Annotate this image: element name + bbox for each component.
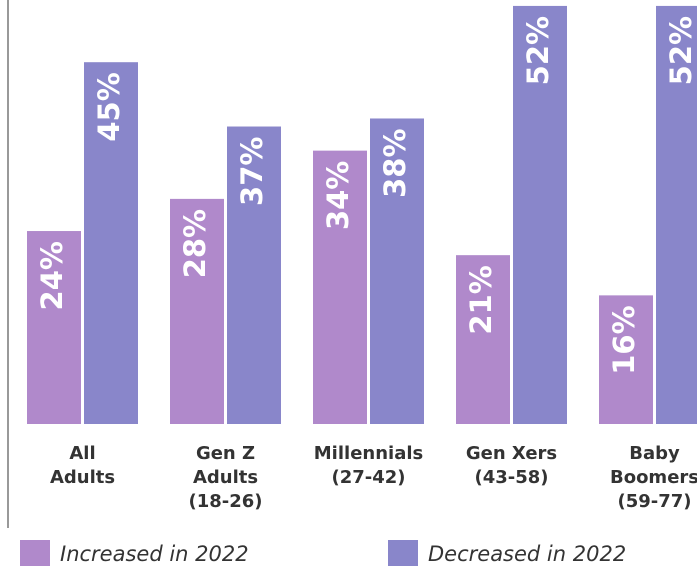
x-tick-label: (59-77) (617, 491, 691, 512)
bar (656, 5, 697, 424)
bar (84, 62, 138, 424)
bar (27, 231, 81, 424)
x-tick-label: Baby (629, 443, 680, 464)
legend-swatch (20, 540, 50, 566)
x-tick-label: (27-42) (331, 467, 405, 488)
x-tick-label: Gen Z (196, 443, 255, 464)
bar (313, 150, 367, 424)
x-tick-label: (43-58) (474, 467, 548, 488)
value-label: 37% (235, 137, 269, 206)
x-tick-label: (18-26) (188, 491, 262, 512)
value-label: 45% (92, 72, 126, 141)
value-label: 34% (321, 161, 355, 230)
value-label: 38% (378, 128, 412, 197)
x-tick-label: Boomers (610, 467, 697, 488)
value-label: 52% (664, 16, 697, 85)
value-label: 24% (35, 241, 69, 310)
bar (513, 5, 567, 424)
x-tick-label: Adults (50, 467, 115, 488)
value-label: 16% (607, 305, 641, 374)
bar (227, 126, 281, 425)
x-tick-label: All (69, 443, 95, 464)
x-tick-label: Millennials (314, 443, 423, 464)
value-label: 21% (464, 265, 498, 334)
bar (599, 295, 653, 424)
legend-swatch (388, 540, 418, 566)
x-tick-label: Gen Xers (466, 443, 557, 464)
value-label: 52% (521, 16, 555, 85)
value-label: 28% (178, 209, 212, 278)
bar (456, 255, 510, 424)
legend-label: Decreased in 2022 (428, 542, 626, 566)
bar (170, 198, 224, 424)
x-tick-label: Adults (193, 467, 258, 488)
bar (370, 118, 424, 424)
legend-label: Increased in 2022 (60, 542, 249, 566)
